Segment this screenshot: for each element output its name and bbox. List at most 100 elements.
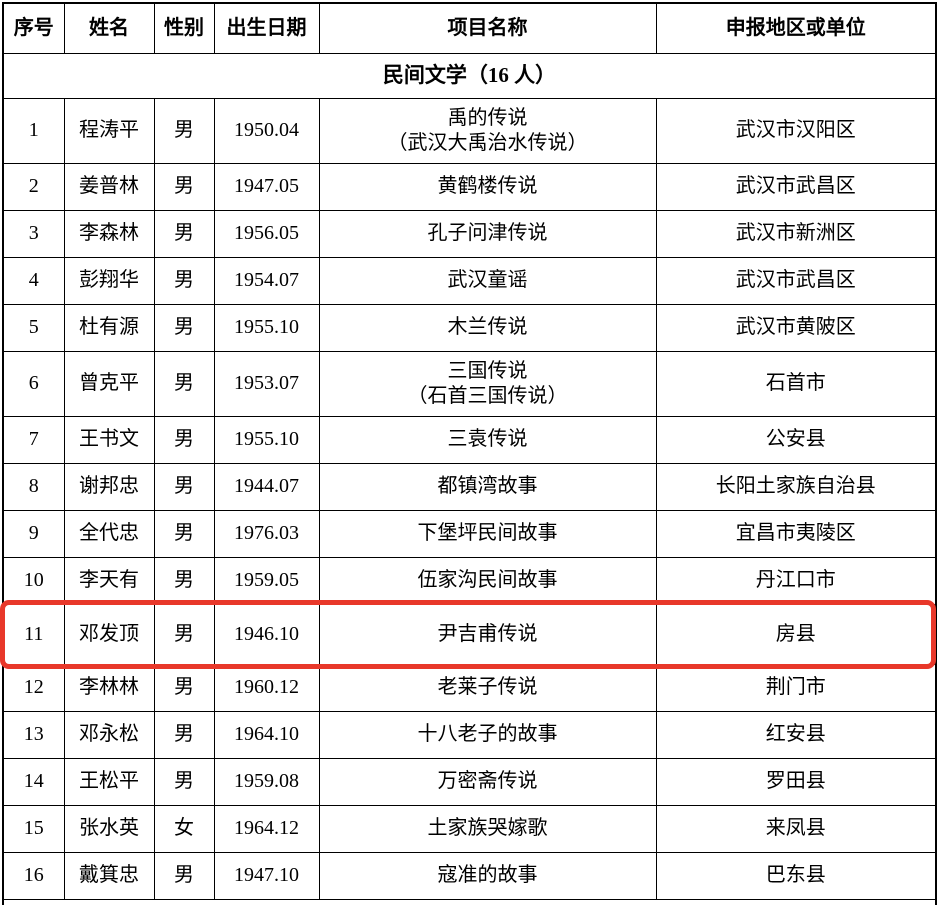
cell-name: 王书文 (63, 415, 155, 464)
table-row: 11 邓发顶 男 1946.10 尹吉甫传说 房县 (2, 603, 937, 665)
cell-project: 木兰传说 (318, 303, 657, 352)
cell-serial-no: 5 (2, 303, 65, 352)
cell-birth-date: 1964.10 (213, 710, 320, 759)
cell-birth-date: 1964.12 (213, 804, 320, 853)
cell-region: 长阳土家族自治县 (655, 462, 937, 511)
cell-gender: 男 (153, 303, 215, 352)
partial-bottom-cell (3, 898, 936, 905)
project-line-1: 三国传说 (447, 359, 528, 382)
cell-name: 程涛平 (63, 97, 155, 164)
cell-gender: 男 (153, 162, 215, 211)
cell-region: 房县 (655, 603, 937, 665)
cell-name: 戴箕忠 (63, 851, 155, 900)
cell-project: 土家族哭嫁歌 (318, 804, 657, 853)
cell-birth-date: 1959.08 (213, 757, 320, 806)
cell-name: 谢邦忠 (63, 462, 155, 511)
cell-serial-no: 12 (2, 663, 65, 712)
cell-region: 公安县 (655, 415, 937, 464)
cell-serial-no: 4 (2, 256, 65, 305)
cell-birth-date: 1959.05 (213, 556, 320, 605)
cell-serial-no: 2 (2, 162, 65, 211)
cell-project: 伍家沟民间故事 (318, 556, 657, 605)
cell-gender: 男 (153, 415, 215, 464)
project-line-1: 都镇湾故事 (437, 475, 538, 497)
cell-serial-no: 11 (2, 603, 65, 665)
cell-gender: 女 (153, 804, 215, 853)
cell-region: 武汉市武昌区 (655, 256, 937, 305)
project-line-1: 尹吉甫传说 (437, 622, 538, 645)
cell-serial-no: 16 (2, 851, 65, 900)
project-line-1: 万密斋传说 (437, 770, 538, 792)
column-header-no: 序号 (2, 2, 65, 54)
column-header-name: 姓名 (63, 2, 155, 54)
cell-project: 万密斋传说 (318, 757, 657, 806)
cell-name: 李森林 (63, 209, 155, 258)
table-row: 14 王松平 男 1959.08 万密斋传说 罗田县 (2, 757, 937, 806)
section-title: 民间文学（16 人） (3, 52, 936, 99)
project-line-1: 土家族哭嫁歌 (427, 817, 548, 839)
table-row: 13 邓永松 男 1964.10 十八老子的故事 红安县 (2, 710, 937, 759)
table-row: 15 张水英 女 1964.12 土家族哭嫁歌 来凤县 (2, 804, 937, 853)
column-header-project: 项目名称 (318, 2, 657, 54)
cell-gender: 男 (153, 256, 215, 305)
cell-birth-date: 1947.10 (213, 851, 320, 900)
table-row: 2 姜普林 男 1947.05 黄鹤楼传说 武汉市武昌区 (2, 162, 937, 211)
cell-region: 罗田县 (655, 757, 937, 806)
cell-name: 李林林 (63, 663, 155, 712)
cell-region: 武汉市武昌区 (655, 162, 937, 211)
cell-name: 邓发顶 (63, 603, 155, 665)
project-line-1: 寇准的故事 (437, 864, 538, 886)
cell-name: 姜普林 (63, 162, 155, 211)
cell-name: 全代忠 (63, 509, 155, 558)
table-row: 4 彭翔华 男 1954.07 武汉童谣 武汉市武昌区 (2, 256, 937, 305)
cell-project: 老莱子传说 (318, 663, 657, 712)
project-line-1: 黄鹤楼传说 (437, 175, 538, 197)
project-line-1: 伍家沟民间故事 (417, 569, 558, 591)
cell-region: 来凤县 (655, 804, 937, 853)
cell-birth-date: 1955.10 (213, 303, 320, 352)
table-row: 7 王书文 男 1955.10 三袁传说 公安县 (2, 415, 937, 464)
cell-project: 下堡坪民间故事 (318, 509, 657, 558)
table-row: 16 戴箕忠 男 1947.10 寇准的故事 巴东县 (2, 851, 937, 900)
cell-region: 丹江口市 (655, 556, 937, 605)
cell-gender: 男 (153, 663, 215, 712)
cell-gender: 男 (153, 851, 215, 900)
cell-name: 曾克平 (63, 350, 155, 417)
cell-gender: 男 (153, 710, 215, 759)
cell-gender: 男 (153, 509, 215, 558)
cell-region: 宜昌市夷陵区 (655, 509, 937, 558)
cell-birth-date: 1953.07 (213, 350, 320, 417)
cell-birth-date: 1955.10 (213, 415, 320, 464)
cell-project: 都镇湾故事 (318, 462, 657, 511)
cell-project: 三国传说 （石首三国传说） (318, 350, 657, 417)
cell-name: 彭翔华 (63, 256, 155, 305)
project-line-1: 三袁传说 (447, 428, 528, 450)
cell-region: 红安县 (655, 710, 937, 759)
cell-gender: 男 (153, 350, 215, 417)
cell-name: 杜有源 (63, 303, 155, 352)
cell-serial-no: 3 (2, 209, 65, 258)
column-header-birth: 出生日期 (213, 2, 320, 54)
cell-serial-no: 10 (2, 556, 65, 605)
cell-region: 武汉市汉阳区 (655, 97, 937, 164)
cell-name: 李天有 (63, 556, 155, 605)
cell-gender: 男 (153, 603, 215, 665)
cell-birth-date: 1950.04 (213, 97, 320, 164)
cell-serial-no: 13 (2, 710, 65, 759)
project-line-1: 木兰传说 (447, 316, 528, 338)
cell-birth-date: 1960.12 (213, 663, 320, 712)
table-row: 3 李森林 男 1956.05 孔子问津传说 武汉市新洲区 (2, 209, 937, 258)
cell-project: 黄鹤楼传说 (318, 162, 657, 211)
cell-gender: 男 (153, 97, 215, 164)
cell-region: 武汉市黄陂区 (655, 303, 937, 352)
cell-birth-date: 1946.10 (213, 603, 320, 665)
cell-project: 尹吉甫传说 (318, 603, 657, 665)
cell-project: 寇准的故事 (318, 851, 657, 900)
project-line-1: 下堡坪民间故事 (417, 522, 558, 544)
table-row: 8 谢邦忠 男 1944.07 都镇湾故事 长阳土家族自治县 (2, 462, 937, 511)
section-row: 民间文学（16 人） (3, 52, 936, 99)
cell-gender: 男 (153, 209, 215, 258)
cell-serial-no: 6 (2, 350, 65, 417)
cell-birth-date: 1956.05 (213, 209, 320, 258)
